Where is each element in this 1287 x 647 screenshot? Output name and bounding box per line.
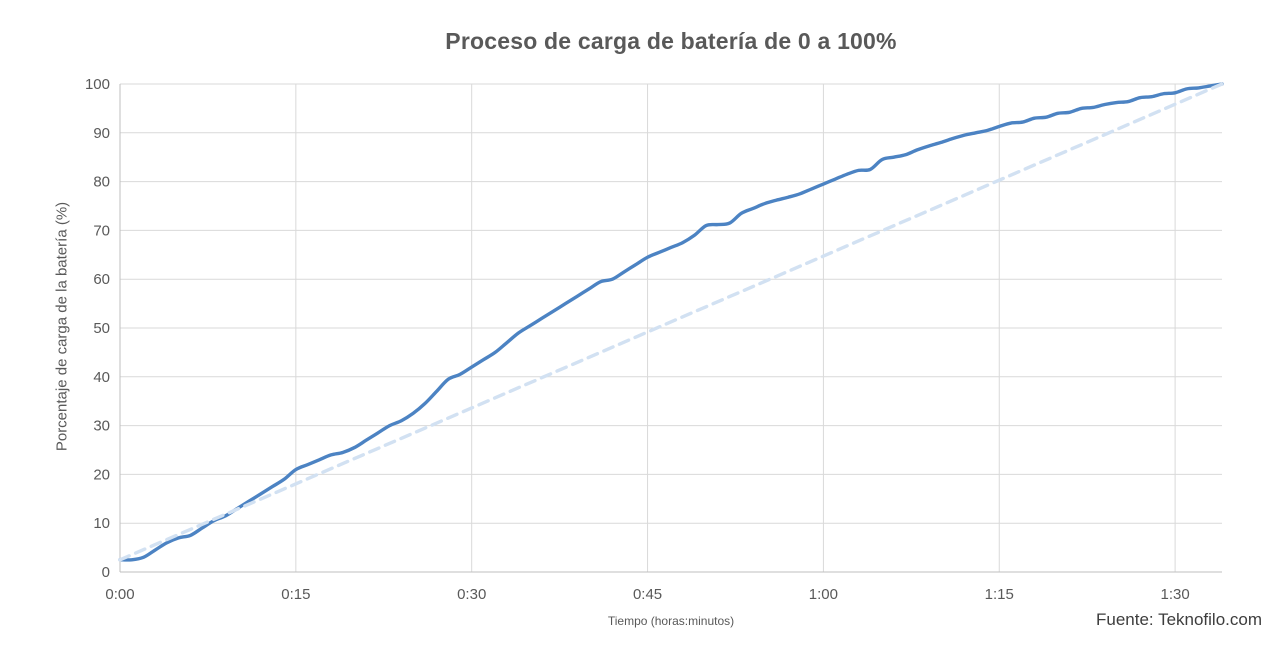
x-tick-label: 0:45 [633, 586, 662, 603]
x-tick-label: 0:15 [281, 586, 310, 603]
y-tick-label: 30 [93, 418, 110, 435]
source-note: Fuente: Teknofilo.com [1096, 610, 1262, 629]
y-tick-label: 100 [85, 76, 110, 93]
x-tick-label: 1:30 [1161, 586, 1190, 603]
x-tick-label: 1:15 [985, 586, 1014, 603]
series-line-referencia-lineal [118, 82, 1224, 562]
x-tick-label: 1:00 [809, 586, 838, 603]
y-tick-label: 50 [93, 320, 110, 337]
y-tick-label: 70 [93, 222, 110, 239]
y-tick-label: 90 [93, 125, 110, 142]
x-tick-label: 0:30 [457, 586, 486, 603]
series-line-carga-bateria [118, 82, 1224, 562]
x-axis-title: Tiempo (horas:minutos) [607, 614, 735, 628]
y-tick-label: 20 [93, 466, 110, 483]
y-tick-label: 80 [93, 174, 110, 191]
y-tick-label: 0 [102, 564, 110, 581]
y-tick-label: 10 [93, 515, 110, 532]
x-tick-label: 0:00 [105, 586, 134, 603]
y-tick-label: 40 [93, 369, 110, 386]
chart-title: Proceso de carga de batería de 0 a 100% [445, 28, 897, 54]
y-tick-label: 60 [93, 271, 110, 288]
